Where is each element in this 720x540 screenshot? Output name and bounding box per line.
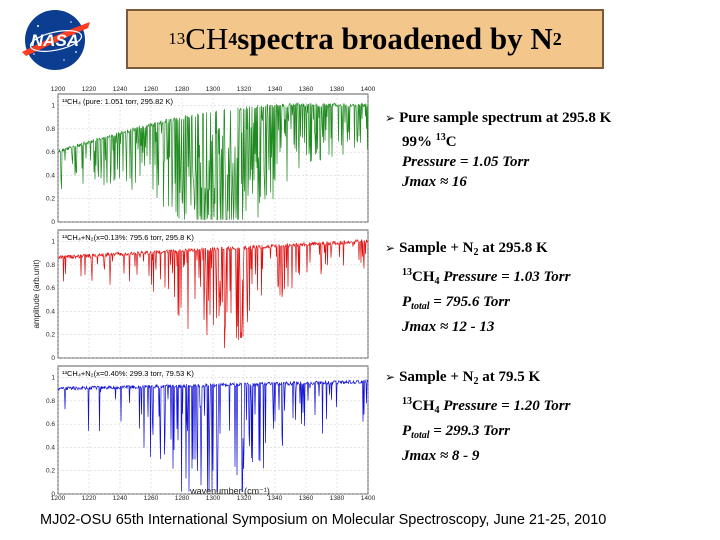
bullet-sample-n2-room: ➢ Sample + N2 at 295.8 K 13CH4 Pressure =… bbox=[385, 238, 570, 337]
spectrum-trace-1 bbox=[57, 102, 369, 221]
x-tick-label-top: 1300 bbox=[206, 86, 221, 93]
spectra-chart: 1200 1220 1240 1260 1280 1300 1320 1340 1360 1380… bbox=[32, 86, 376, 502]
bullet-line: 99% bbox=[402, 134, 436, 150]
title-sub: 4 bbox=[228, 28, 238, 49]
x-tick-label-top: 1320 bbox=[237, 86, 252, 93]
bullet-pressure: Pressure = 1.05 Torr bbox=[402, 154, 530, 170]
panel-label-3: ¹³CH₄+N₂(x=0.40%: 299.3 torr, 79.53 K) bbox=[62, 369, 194, 378]
y-tick-label: 1 bbox=[51, 239, 55, 246]
y-tick-label: 0.2 bbox=[46, 196, 55, 203]
y-tick-label: 0.4 bbox=[46, 308, 55, 315]
y-tick-label: 0.6 bbox=[46, 421, 55, 428]
x-tick-label: 1200 bbox=[51, 495, 66, 502]
y-tick-label: 0 bbox=[51, 491, 55, 498]
bullet-pure-sample: ➢ Pure sample spectrum at 295.8 K 99% 13C… bbox=[385, 108, 611, 192]
bullet-line: C bbox=[445, 134, 457, 150]
bullet-head: Sample + N bbox=[399, 240, 474, 256]
y-axis-label: amplitude (arb.unit) bbox=[32, 259, 41, 328]
y-tick-label: 0.8 bbox=[46, 398, 55, 405]
y-tick-label: 0.8 bbox=[46, 126, 55, 133]
bullet-line: CH bbox=[412, 398, 435, 414]
bullet-sub: 2 bbox=[473, 247, 479, 258]
y-tick-label: 0.4 bbox=[46, 172, 55, 179]
spectrum-trace-3 bbox=[57, 378, 369, 493]
bullet-jmax: Jmax ≈ 12 - 13 bbox=[402, 319, 495, 335]
bullet-line: CH bbox=[412, 269, 435, 285]
x-tick-label: 1260 bbox=[144, 495, 159, 502]
x-tick-label-top: 1200 bbox=[51, 86, 66, 93]
title-isotope: 13 bbox=[168, 29, 186, 48]
x-tick-label-top: 1340 bbox=[268, 86, 283, 93]
y-tick-label: 0.6 bbox=[46, 149, 55, 156]
x-tick-label: 1360 bbox=[299, 495, 314, 502]
bullet-total-pressure: = 795.6 Torr bbox=[429, 294, 511, 310]
bullet-jmax: Jmax ≈ 8 - 9 bbox=[402, 448, 480, 464]
x-tick-label-top: 1380 bbox=[330, 86, 345, 93]
panel-label-2: ¹³CH₄+N₂(x=0.13%: 795.6 torr, 295.8 K) bbox=[62, 233, 194, 242]
y-tick-label: 1 bbox=[51, 375, 55, 382]
bullet-total-pressure: = 299.3 Torr bbox=[429, 423, 511, 439]
bullet-sub: total bbox=[411, 430, 430, 441]
y-tick-label: 0.8 bbox=[46, 262, 55, 269]
bullet-sub: 4 bbox=[434, 405, 440, 416]
x-tick-label-top: 1400 bbox=[361, 86, 376, 93]
x-tick-label-top: 1220 bbox=[82, 86, 97, 93]
bullet-pressure: Pressure = 1.03 Torr bbox=[439, 269, 571, 285]
bullet-sup: 13 bbox=[402, 267, 412, 278]
nasa-logo: NASA bbox=[22, 10, 90, 70]
y-tick-label: 0.4 bbox=[46, 444, 55, 451]
x-tick-label: 1280 bbox=[175, 495, 190, 502]
x-tick-label: 1380 bbox=[330, 495, 345, 502]
arrow-bullet-icon: ➢ bbox=[385, 370, 396, 384]
spectrum-trace-2 bbox=[57, 238, 369, 349]
x-tick-label: 1340 bbox=[268, 495, 283, 502]
bullet-line: P bbox=[402, 294, 412, 310]
x-tick-label: 1320 bbox=[237, 495, 252, 502]
bullet-sample-n2-cold: ➢ Sample + N2 at 79.5 K 13CH4 Pressure = … bbox=[385, 367, 570, 466]
bullet-head: Pure sample spectrum at 295.8 K bbox=[399, 110, 612, 126]
y-tick-label: 0 bbox=[51, 219, 55, 226]
bullet-head: at 295.8 K bbox=[478, 240, 548, 256]
y-tick-label: 0 bbox=[51, 355, 55, 362]
footer-citation: MJ02-OSU 65th International Symposium on… bbox=[40, 512, 607, 528]
bullet-sub: 4 bbox=[434, 276, 440, 287]
bullet-sub: total bbox=[411, 301, 430, 312]
bullet-head: Sample + N bbox=[399, 369, 474, 385]
x-tick-label-top: 1360 bbox=[299, 86, 314, 93]
x-tick-label: 1240 bbox=[113, 495, 128, 502]
bullet-head: at 79.5 K bbox=[478, 369, 541, 385]
arrow-bullet-icon: ➢ bbox=[385, 241, 396, 255]
y-tick-label: 1 bbox=[51, 103, 55, 110]
bullet-pressure: Pressure = 1.20 Torr bbox=[439, 398, 571, 414]
y-tick-label: 0.6 bbox=[46, 285, 55, 292]
x-tick-label: 1400 bbox=[361, 495, 376, 502]
y-tick-label: 0.2 bbox=[46, 468, 55, 475]
panel-label-1: ¹³CH₄ (pure: 1.051 torr, 295.82 K) bbox=[62, 97, 174, 106]
title-sub2: 2 bbox=[552, 28, 562, 49]
x-tick-label-top: 1260 bbox=[144, 86, 159, 93]
y-tick-label: 0.2 bbox=[46, 332, 55, 339]
arrow-bullet-icon: ➢ bbox=[385, 111, 396, 125]
x-tick-label: 1300 bbox=[206, 495, 221, 502]
nasa-logo-text: NASA bbox=[31, 31, 79, 50]
x-tick-label: 1220 bbox=[82, 495, 97, 502]
x-tick-label-top: 1240 bbox=[113, 86, 128, 93]
title-text: spectra broadened by N bbox=[237, 21, 553, 56]
bullet-line: P bbox=[402, 423, 412, 439]
bullet-sub: 2 bbox=[473, 376, 479, 387]
x-axis-label: wavenumber (cm⁻¹) bbox=[190, 486, 270, 496]
bullet-sup: 13 bbox=[435, 132, 446, 143]
title-formula: CH bbox=[185, 21, 229, 56]
bullet-sup: 13 bbox=[402, 396, 412, 407]
bullet-jmax: Jmax ≈ 16 bbox=[402, 174, 467, 190]
x-tick-label-top: 1280 bbox=[175, 86, 190, 93]
